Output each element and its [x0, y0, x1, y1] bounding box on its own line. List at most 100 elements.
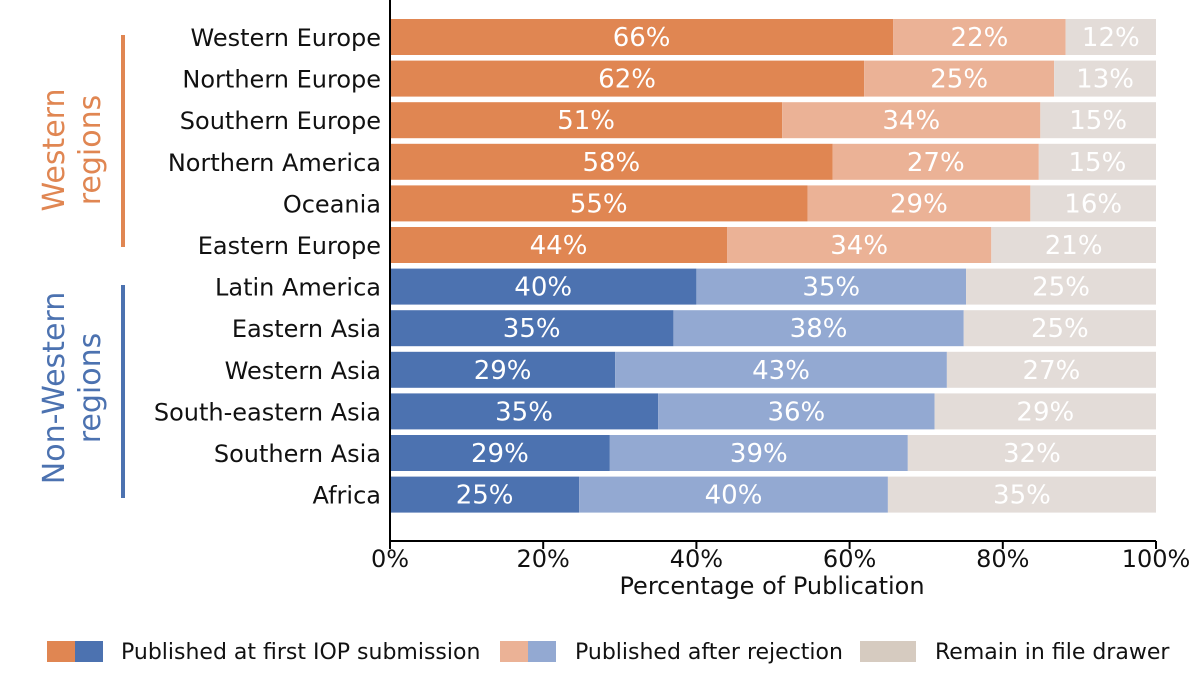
bar-value-label: 25%	[930, 65, 988, 95]
bar-segment	[390, 102, 783, 139]
bar-value-label: 15%	[1069, 148, 1127, 178]
category-labels: Western Europe Northern Europe Southern Eu…	[154, 24, 381, 510]
bar-value-label: 39%	[730, 439, 788, 469]
bar-value-label: 55%	[570, 189, 628, 219]
bar-segment	[609, 435, 908, 471]
bar-value-label: 66%	[613, 23, 671, 53]
bar-segment	[864, 60, 1055, 97]
x-ticks: 0% 20% 40% 60% 80% 100%	[371, 541, 1190, 573]
bar-value-label: 36%	[767, 397, 825, 427]
bar-segment	[390, 435, 610, 471]
x-tick-label: 40%	[670, 545, 723, 573]
group-label-line1: Non-Western	[37, 292, 72, 484]
x-tick-label: 80%	[976, 545, 1029, 573]
bar-value-label: 25%	[456, 481, 514, 511]
bar-value-label: 29%	[890, 189, 948, 219]
legend-swatch	[888, 641, 916, 662]
bar-segment	[1054, 60, 1156, 97]
bar-value-label: 40%	[705, 481, 763, 511]
bar-value-label: 27%	[1023, 356, 1081, 386]
bar-segment	[390, 351, 616, 388]
category-label: Southern Asia	[214, 440, 381, 468]
bar-value-label: 44%	[530, 231, 588, 261]
bar-value-label: 43%	[752, 356, 810, 386]
x-tick-label: 20%	[517, 545, 570, 573]
bar-value-label: 21%	[1045, 231, 1103, 261]
bar-value-label: 38%	[790, 314, 848, 344]
bar-value-label: 35%	[495, 397, 553, 427]
bar-segment	[390, 19, 894, 55]
bar-value-label: 15%	[1069, 106, 1127, 136]
bar-value-label: 35%	[802, 273, 860, 303]
bar-segment	[893, 19, 1066, 55]
bar-value-label: 29%	[474, 356, 532, 386]
bar-segment	[991, 227, 1156, 263]
bar-value-label: 25%	[1031, 314, 1089, 344]
bar-segment	[907, 435, 1156, 471]
bar-value-label: 34%	[830, 231, 888, 261]
bar-segment	[673, 310, 964, 347]
bar-value-label: 29%	[1016, 397, 1074, 427]
bar-value-label: 34%	[882, 106, 940, 136]
bar-segment	[390, 268, 697, 305]
category-label: Africa	[313, 482, 381, 510]
category-label: Northern America	[168, 149, 381, 177]
bars-layer: 66% 22% 12% 62% 25% 13% 51% 34% 15% 58% 27% 15% 55% 2…	[390, 19, 1156, 513]
bar-value-label: 32%	[1003, 439, 1061, 469]
bar-segment	[390, 310, 674, 347]
x-tick-label: 60%	[823, 545, 876, 573]
bar-segment	[807, 185, 1031, 222]
category-label: Latin America	[215, 274, 381, 302]
bar-value-label: 27%	[907, 148, 965, 178]
category-label: Southern Europe	[180, 107, 381, 135]
category-label: South-eastern Asia	[154, 398, 381, 426]
legend-swatch	[47, 641, 75, 662]
category-label: Northern Europe	[182, 66, 381, 94]
category-label: Western Asia	[225, 357, 381, 385]
bar-value-label: 35%	[993, 481, 1051, 511]
group-label-line1: Western	[37, 88, 72, 211]
bar-segment	[832, 143, 1039, 180]
legend-label: Published after rejection	[575, 640, 843, 665]
group-label-line2: regions	[73, 333, 108, 444]
bar-segment	[658, 393, 935, 430]
axes	[389, 0, 1156, 542]
bar-value-label: 25%	[1032, 273, 1090, 303]
bar-value-label: 35%	[503, 314, 561, 344]
category-label: Oceania	[283, 190, 381, 218]
bar-segment	[390, 60, 865, 97]
bar-segment	[390, 476, 580, 513]
bar-segment	[696, 268, 967, 305]
bar-value-label: 16%	[1064, 189, 1122, 219]
bar-value-label: 12%	[1082, 23, 1140, 53]
bar-segment	[390, 143, 833, 180]
bar-segment	[615, 351, 947, 388]
legend-swatch	[860, 641, 888, 662]
bar-segment	[390, 227, 728, 263]
bar-segment	[782, 102, 1041, 139]
bar-segment	[1040, 102, 1156, 139]
bar-segment	[934, 393, 1156, 430]
bar-value-label: 51%	[557, 106, 615, 136]
x-tick-label: 0%	[371, 545, 409, 573]
bar-segment	[966, 268, 1156, 305]
bar-segment	[946, 351, 1156, 388]
bar-value-label: 13%	[1076, 65, 1134, 95]
legend-swatch	[500, 641, 528, 662]
bar-value-label: 22%	[951, 23, 1009, 53]
bar-value-label: 29%	[471, 439, 529, 469]
bar-segment	[887, 476, 1156, 513]
bar-segment	[727, 227, 992, 263]
group-label-line2: regions	[73, 95, 108, 206]
bar-segment	[390, 393, 659, 430]
legend-label: Remain in file drawer	[935, 640, 1170, 665]
bar-segment	[390, 185, 808, 222]
x-tick-label: 100%	[1122, 545, 1191, 573]
legend-label: Published at first IOP submission	[121, 640, 480, 665]
category-label: Eastern Asia	[232, 315, 381, 343]
bar-segment	[1038, 143, 1156, 180]
x-axis-title: Percentage of Publication	[619, 572, 924, 600]
bar-segment	[1065, 19, 1156, 55]
